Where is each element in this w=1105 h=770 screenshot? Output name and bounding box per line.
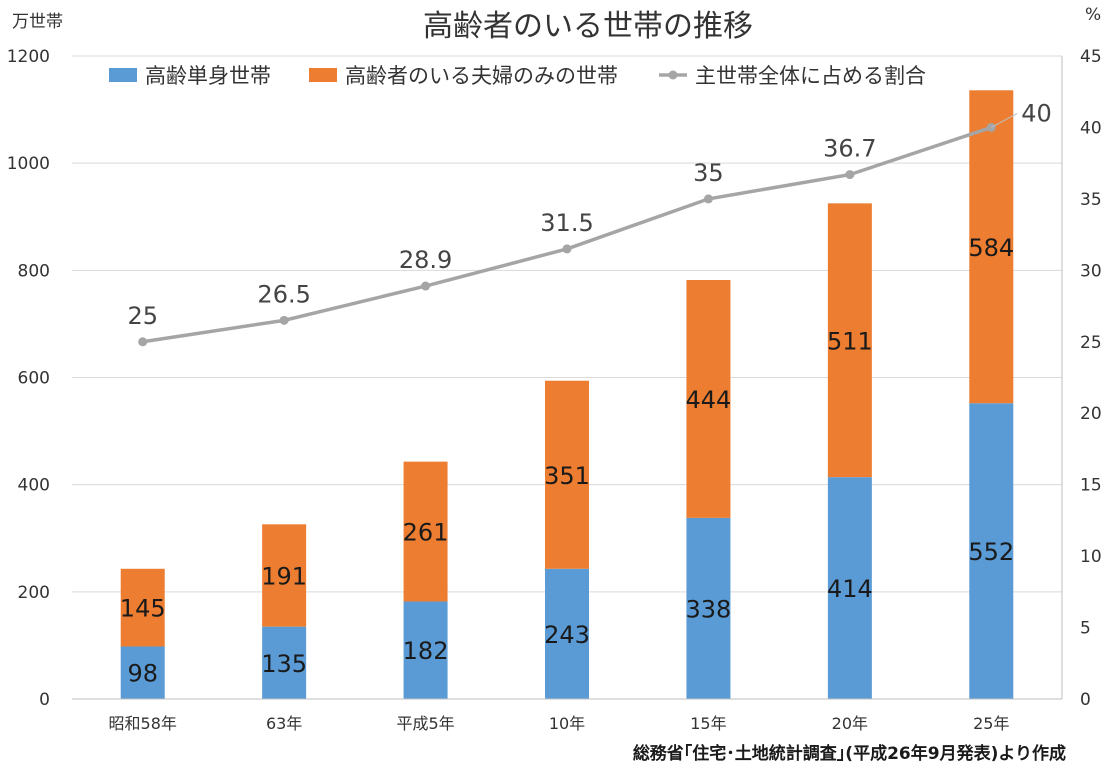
bar-value-label: 182 xyxy=(403,637,449,665)
bar-value-label: 511 xyxy=(827,327,873,355)
x-tick-label: 平成5年 xyxy=(396,714,454,733)
leader-line xyxy=(991,113,1018,128)
line-point xyxy=(421,281,431,291)
y-tick-label: 1000 xyxy=(7,154,50,174)
line-value-label: 25 xyxy=(127,302,158,330)
legend-marker xyxy=(668,70,678,80)
line-value-label: 28.9 xyxy=(399,246,452,274)
bar-segment xyxy=(969,90,1014,404)
chart-title: 高齢者のいる世帯の推移 xyxy=(423,9,753,44)
legend-label: 主世帯全体に占める割合 xyxy=(695,64,926,88)
y2-tick-label: 25 xyxy=(1080,333,1102,353)
data-labels: 98 145 135 191 182 261 243 351 338 444 414 511 552 58… xyxy=(120,99,1052,687)
x-tick-label: 15年 xyxy=(690,714,726,733)
line-value-label: 40 xyxy=(1021,99,1052,127)
x-tick-label: 20年 xyxy=(832,714,868,733)
bar-value-label: 191 xyxy=(261,562,307,590)
y-tick-label: 0 xyxy=(39,690,50,710)
bar-value-label: 243 xyxy=(544,621,590,649)
y-tick-label: 1200 xyxy=(7,47,50,67)
bar-value-label: 261 xyxy=(403,519,449,547)
bar-segment xyxy=(545,380,589,569)
line-point xyxy=(703,194,713,204)
bar-segment xyxy=(969,403,1014,699)
line-point xyxy=(845,170,855,180)
y2-tick-label: 45 xyxy=(1080,47,1102,67)
bar-segment xyxy=(403,461,448,602)
bar-segment xyxy=(120,646,165,699)
y-tick-label: 600 xyxy=(18,369,50,389)
bar-value-label: 351 xyxy=(544,462,590,490)
line-point xyxy=(562,244,572,254)
bar-segment xyxy=(403,601,448,699)
x-tick-label: 25年 xyxy=(973,714,1009,733)
bar-value-label: 145 xyxy=(120,595,166,623)
legend-swatch xyxy=(109,68,137,82)
line-value-label: 26.5 xyxy=(257,280,310,308)
bar-value-label: 584 xyxy=(968,234,1014,262)
y2-tick-label: 0 xyxy=(1080,690,1091,710)
x-tick-label: 昭和58年 xyxy=(109,714,177,733)
x-tick-label: 10年 xyxy=(549,714,585,733)
bar-value-label: 135 xyxy=(261,650,307,678)
bar-segment xyxy=(262,524,307,627)
bar-segment xyxy=(827,477,872,699)
line-point xyxy=(279,315,289,325)
y-tick-label: 200 xyxy=(18,583,50,603)
right-axis-unit: % xyxy=(1085,5,1101,25)
bar-value-label: 444 xyxy=(686,386,732,414)
y2-tick-label: 10 xyxy=(1080,547,1102,567)
legend-label: 高齢単身世帯 xyxy=(145,64,271,88)
y2-tick-label: 15 xyxy=(1080,476,1102,496)
line-value-label: 36.7 xyxy=(823,135,876,163)
bar-segment xyxy=(545,568,589,699)
source-note: 総務省｢住宅･土地統計調査｣(平成26年9月発表)より作成 xyxy=(633,743,1066,764)
y2-tick-label: 40 xyxy=(1080,118,1102,138)
bar-value-label: 98 xyxy=(127,660,158,688)
bar-segment xyxy=(120,568,165,647)
line-point xyxy=(138,337,148,347)
bar-segment xyxy=(686,279,731,518)
y2-tick-label: 20 xyxy=(1080,404,1102,424)
y2-tick-label: 35 xyxy=(1080,190,1102,210)
line-value-label: 31.5 xyxy=(540,209,593,237)
legend: 高齢単身世帯 高齢者のいる夫婦のみの世帯 主世帯全体に占める割合 xyxy=(109,64,926,88)
bar-value-label: 552 xyxy=(968,538,1014,566)
bar-segment xyxy=(686,517,731,699)
bar-segment xyxy=(827,203,872,478)
axis-ticks: 0 200 400 600 800 1000 1200 0 5 10 15 20 25 30 35 40 45 昭… xyxy=(7,47,1102,733)
y2-tick-label: 30 xyxy=(1080,261,1102,281)
left-axis-unit: 万世帯 xyxy=(12,12,63,32)
legend-label: 高齢者のいる夫婦のみの世帯 xyxy=(345,64,618,88)
bar-value-label: 338 xyxy=(686,595,732,623)
legend-swatch xyxy=(309,68,337,82)
line-value-label: 35 xyxy=(693,159,724,187)
bars xyxy=(120,90,1014,699)
bar-value-label: 414 xyxy=(827,575,873,603)
y2-tick-label: 5 xyxy=(1080,619,1091,639)
bar-segment xyxy=(262,626,307,699)
x-tick-label: 63年 xyxy=(266,714,302,733)
y-tick-label: 800 xyxy=(18,261,50,281)
y-tick-label: 400 xyxy=(18,476,50,496)
